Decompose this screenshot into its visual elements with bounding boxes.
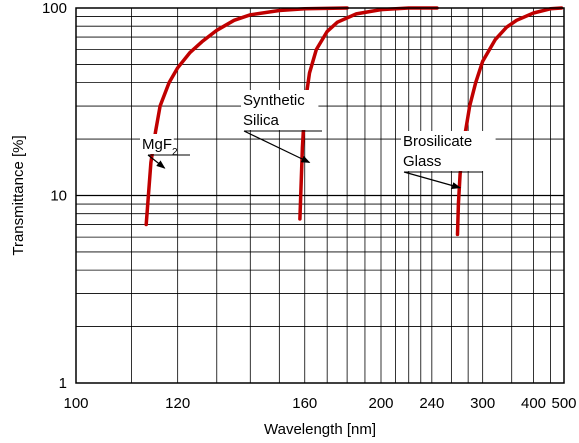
annotations: MgF2 Synthetic Silica Brosilicate Glass	[140, 90, 496, 189]
x-axis-label: Wavelength [nm]	[264, 421, 376, 438]
x-tick-label: 160	[292, 395, 317, 412]
annotation-2: Synthetic Silica	[241, 90, 322, 164]
annotation-label: Brosilicate	[403, 133, 472, 150]
y-tick-label: 1	[59, 375, 67, 392]
leader-arrow	[243, 130, 311, 164]
x-tick-label: 300	[470, 395, 495, 412]
leader-arrow	[147, 154, 166, 169]
x-tick-label: 400	[521, 395, 546, 412]
y-tick-label: 100	[42, 0, 67, 17]
x-tick-label: 120	[165, 395, 190, 412]
x-tick-labels: 100 120 160 200 240 300 400 500	[63, 395, 576, 412]
leader-arrow	[403, 171, 462, 189]
x-tick-label: 240	[419, 395, 444, 412]
annotation-3: Brosilicate Glass	[401, 131, 496, 189]
annotation-label: Silica	[243, 112, 280, 129]
y-tick-labels: 1 10 100	[42, 0, 67, 392]
annotation-label: Synthetic	[243, 92, 305, 109]
series-line-2	[298, 6, 439, 221]
series-group	[144, 6, 564, 237]
annotation-label: Glass	[403, 153, 441, 170]
y-tick-label: 10	[50, 188, 67, 205]
y-axis-label: Transmittance [%]	[10, 135, 27, 255]
x-tick-label: 500	[551, 395, 576, 412]
x-tick-label: 100	[63, 395, 88, 412]
x-tick-label: 200	[368, 395, 393, 412]
annotation-bg	[241, 90, 319, 130]
annotation-bg	[401, 131, 496, 171]
plot-frame	[75, 7, 565, 384]
x-gridlines	[131, 8, 551, 383]
annotation-label: MgF2	[142, 136, 178, 158]
series-line-1	[144, 6, 349, 227]
annotation-bg	[140, 134, 174, 154]
series-line-3	[455, 6, 564, 237]
annotation-1: MgF2	[140, 134, 190, 169]
